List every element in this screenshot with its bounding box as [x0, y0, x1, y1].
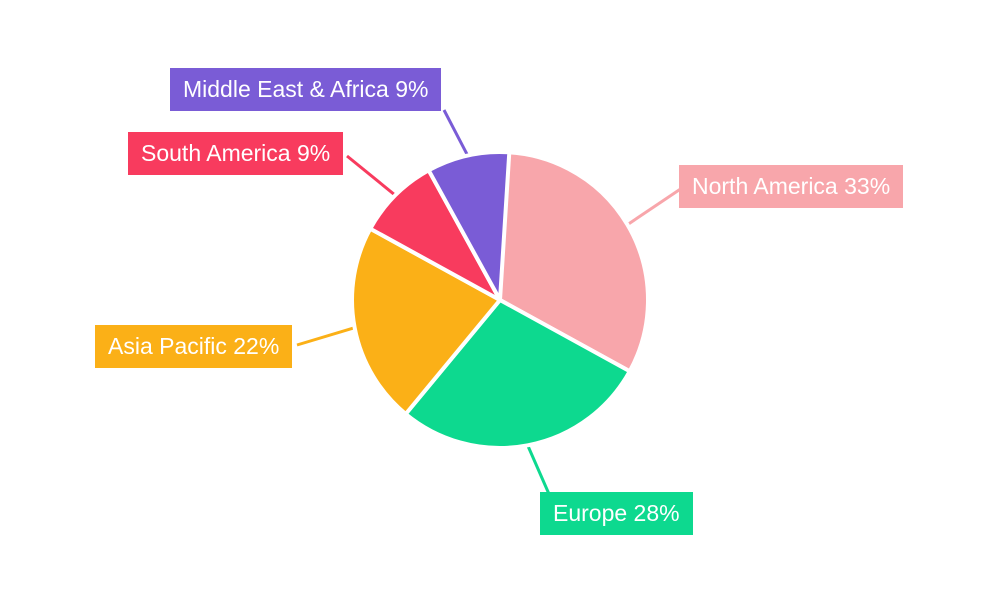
- leader-line-asia-pacific: [296, 326, 356, 347]
- pie-slice-north-america[interactable]: [498, 150, 650, 374]
- pie-label-north-america: North America 33%: [679, 165, 904, 208]
- leader-line-europe: [526, 444, 551, 495]
- pie-slice-asia-pacific[interactable]: [350, 226, 502, 416]
- pie-slice-europe[interactable]: [403, 298, 632, 450]
- leader-line-north-america: [626, 186, 683, 226]
- pie-label-south-america: South America 9%: [128, 132, 344, 175]
- leader-line-middle-east-africa: [442, 109, 470, 157]
- pie-label-middle-east-africa: Middle East & Africa 9%: [170, 68, 442, 111]
- pie-label-europe: Europe 28%: [540, 492, 693, 535]
- leader-line-south-america: [346, 154, 397, 197]
- pie-slice-middle-east-africa[interactable]: [426, 150, 512, 302]
- pie-label-asia-pacific: Asia Pacific 22%: [95, 325, 293, 368]
